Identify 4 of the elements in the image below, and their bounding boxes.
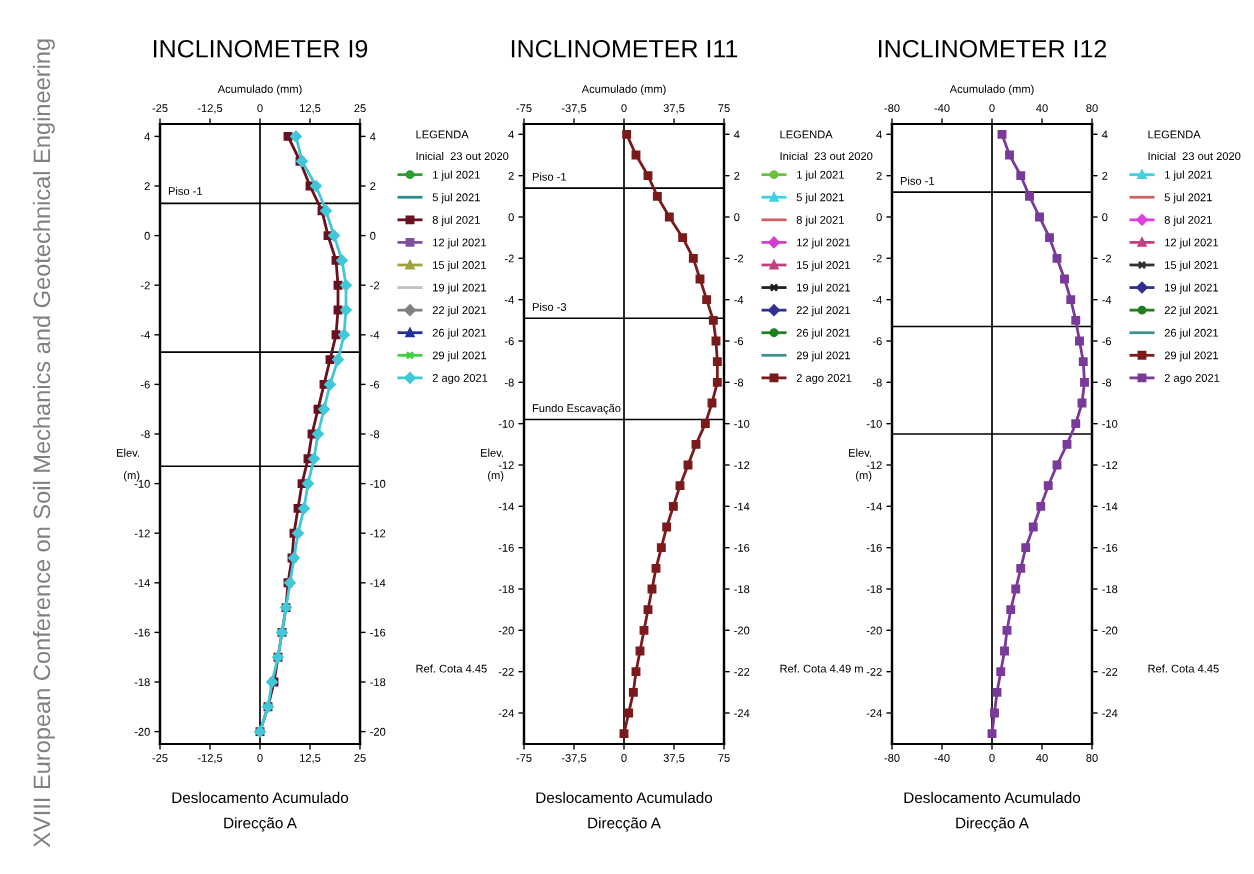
text: XVIII European Conference on Soil Mechanics and Geotechnical Engineering bbox=[32, 39, 55, 848]
chart-title: INCLINOMETER I12 bbox=[879, 39, 1107, 58]
chart-title: INCLINOMETER I9 bbox=[153, 39, 368, 58]
chart-title: INCLINOMETER I11 bbox=[511, 39, 738, 58]
